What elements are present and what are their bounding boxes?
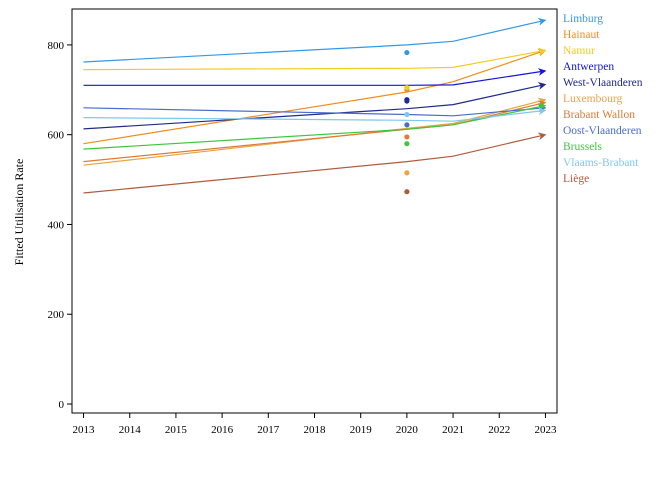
observed-point-oost-vlaanderen [404,122,410,128]
x-tick-label: 2016 [211,424,234,436]
observed-point-luxembourg [404,170,410,176]
y-tick-label: 800 [48,40,65,52]
y-axis-label: Fitted Utilisation Rate [12,159,26,266]
y-tick-label: 400 [48,219,65,231]
observed-point-limburg [404,49,410,56]
series-line-brabant-wallon [83,100,547,163]
observed-point-namur [404,84,410,91]
series-lines [83,17,547,194]
legend-entry: Hainaut [563,29,600,41]
legend-entry: Vlaams-Brabant [563,157,639,169]
legend-entry: West-Vlaanderen [563,77,643,89]
series-line-li-ge [83,132,547,194]
y-tick-label: 200 [48,309,65,321]
x-tick-label: 2014 [119,424,142,436]
observed-point-vlaams-brabant [404,111,410,118]
observed-point-west-vlaanderen [404,98,410,104]
legend-entry: Antwerpen [563,61,614,73]
series-line-vlaams-brabant [83,107,547,122]
observed-point-li-ge [404,189,410,195]
x-tick-label: 2018 [304,424,327,436]
legend-entry: Liège [563,173,589,185]
x-tick-label: 2022 [488,424,510,436]
series-line-brussels [83,103,547,150]
series-line-antwerpen [83,68,547,86]
x-tick-label: 2015 [165,424,188,436]
axes: 0 200 400 600 800 2013 2014 2015 2016 2017 2018 201… [48,8,558,436]
series-line-hainaut [83,48,547,145]
observed-points [404,49,410,195]
series-line-limburg [83,17,547,63]
legend-entry: Brabant Wallon [563,109,635,121]
y-tick-label: 0 [59,399,65,411]
x-tick-label: 2019 [350,424,373,436]
observed-point-brabant-wallon [404,134,410,140]
series-line-namur [83,47,547,71]
legend-entry: Brussels [563,141,603,153]
legend-entry: Namur [563,45,595,57]
series-line-oost-vlaanderen [83,104,547,117]
legend-entry: Luxembourg [563,93,622,105]
observed-point-brussels [404,141,410,147]
y-tick-label: 600 [48,130,65,142]
legend: Limburg Hainaut Namur Antwerpen West-Vlaande… [563,13,643,185]
x-tick-label: 2017 [257,424,280,436]
x-tick-label: 2020 [396,424,419,436]
x-tick-label: 2013 [73,424,96,436]
legend-entry: Oost-Vlaanderen [563,125,642,137]
legend-entry: Limburg [563,13,603,25]
x-tick-label: 2023 [534,424,557,436]
x-tick-label: 2021 [442,424,464,436]
